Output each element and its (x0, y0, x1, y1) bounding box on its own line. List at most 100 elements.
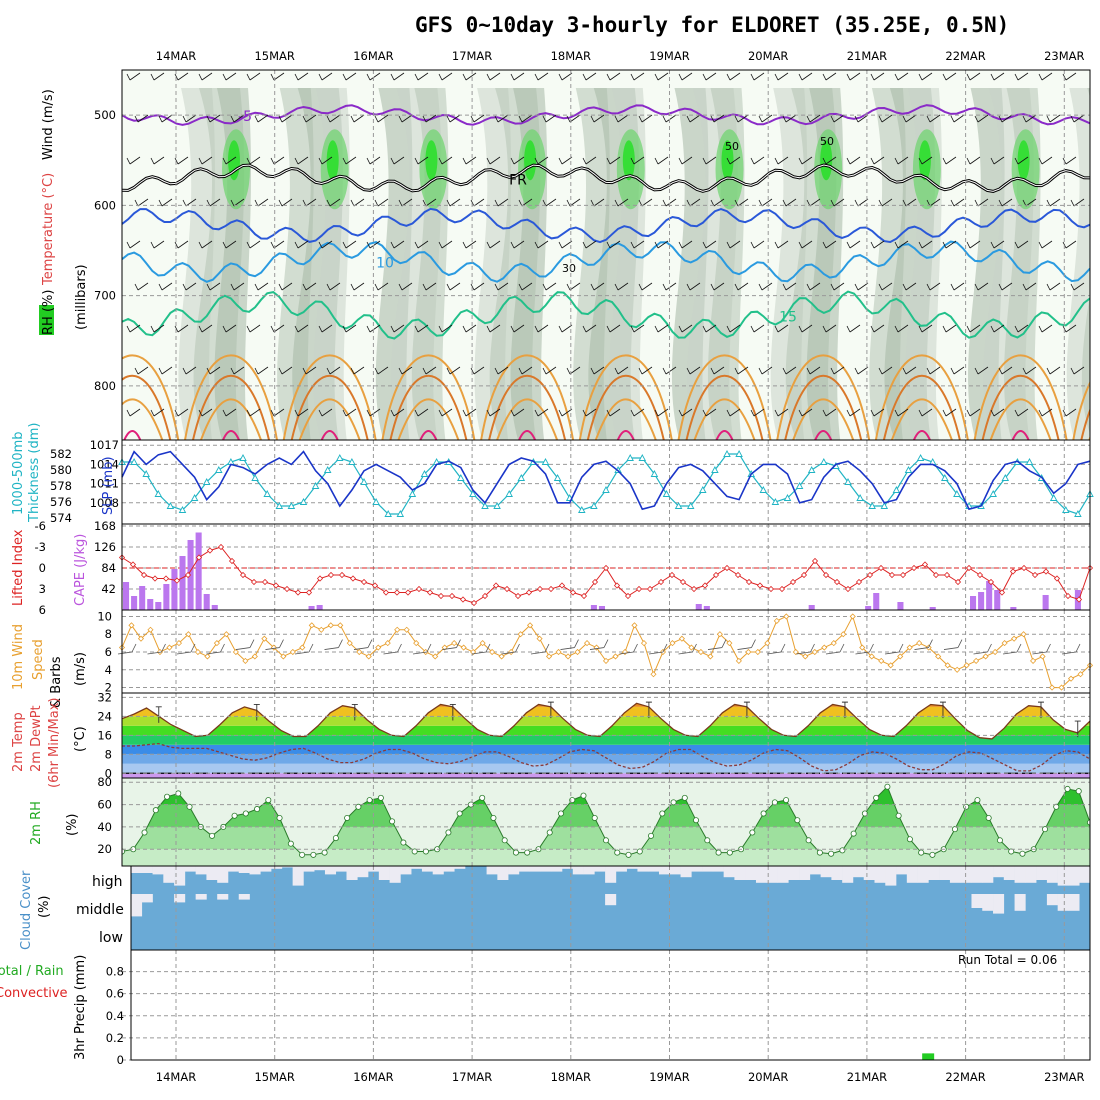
thickness-point (783, 494, 792, 501)
wind-barb (846, 408, 861, 417)
rh-point (996, 837, 1003, 844)
wind-barb (126, 408, 141, 417)
cloud-level-high: high (92, 874, 123, 890)
cloud-cell (357, 866, 369, 878)
pressure-tick: 700 (94, 289, 116, 303)
wind-barb (270, 240, 285, 249)
wind-barb (750, 408, 765, 417)
cloud-cell (1025, 866, 1037, 883)
wind-barb (1038, 156, 1053, 165)
wind-barb (494, 114, 509, 123)
wind-barb (117, 643, 137, 655)
temperature-contour-freezing-core (122, 164, 1090, 192)
wind-barb (654, 72, 669, 81)
wind-barb (134, 366, 149, 375)
cloud-level-low: low (99, 930, 123, 946)
lifted-index-point (690, 585, 698, 593)
lifted-index-point (327, 571, 335, 579)
wind-speed-point (678, 635, 685, 642)
cape-label: CAPE (J/kg) (73, 534, 88, 606)
wind-side-label: Wind (m/s) (41, 89, 56, 160)
wind-barb (702, 72, 717, 81)
wind-barb (822, 240, 837, 249)
wind-barb (894, 324, 909, 333)
wind-barb (855, 643, 874, 655)
lifted-index-point (756, 582, 764, 589)
wind-barb (534, 156, 549, 165)
rh-point (400, 839, 407, 846)
wind-barb (534, 324, 549, 333)
cloud-cell (400, 866, 412, 875)
rh-point (760, 810, 767, 817)
lifted-index-point (536, 585, 544, 593)
cloud-cell (745, 866, 757, 880)
temperature-contour-low (397, 398, 460, 440)
cloud-cell (971, 866, 983, 883)
temperature-contour-low (1072, 380, 1090, 440)
wind-speed-point (545, 653, 553, 660)
thickness-point (190, 494, 199, 501)
wind-barb (734, 282, 749, 291)
wind-tick: 2 (105, 681, 112, 695)
wind-barb (254, 114, 269, 123)
wind-barb (966, 240, 981, 249)
rh-point (456, 810, 463, 817)
wind-barb (1022, 366, 1037, 375)
max-marker (743, 701, 750, 719)
cloud-cell (723, 866, 735, 878)
wind-barb (678, 156, 693, 165)
wind-barb (710, 114, 725, 123)
rh-point (839, 847, 846, 854)
slp-tick: 1017 (90, 438, 119, 452)
cloud-cell (443, 866, 455, 872)
wind-barb (324, 639, 343, 650)
rh-shade (1081, 88, 1090, 434)
top-date-label: 17MAR (452, 49, 492, 63)
wind-barb (1070, 198, 1085, 207)
lifted-index-point (503, 585, 511, 593)
temperature-band (122, 735, 1090, 745)
top-date-label: 19MAR (649, 49, 689, 63)
wind-tick: 6 (105, 645, 112, 659)
temperature-band (122, 763, 1090, 774)
wind-barb (222, 156, 237, 165)
rh-tick: 20 (97, 842, 112, 856)
wind-barb (606, 72, 621, 81)
thickness-point (795, 482, 804, 489)
wind-speed-point (887, 662, 894, 669)
lifted-index-tick: 0 (39, 561, 46, 575)
wind-barb (582, 240, 597, 249)
rh-contour-label: 50 (725, 140, 739, 153)
wind-barb (206, 114, 221, 123)
wind-speed-point (128, 622, 135, 629)
thickness-point (166, 502, 175, 509)
temperature-contour-low (973, 354, 1068, 440)
lifted-index-point (1042, 568, 1050, 575)
cloud-cell (1014, 866, 1026, 883)
bottom-date-label: 20MAR (748, 1070, 788, 1084)
wind-speed-point (802, 653, 809, 660)
wind-barb (846, 156, 861, 165)
temperature-contour-low (989, 398, 1052, 440)
thickness-point (941, 474, 949, 481)
wind-speed-point (868, 653, 875, 660)
wind-barb (494, 198, 509, 207)
temperature-side-label: Temperature (°C) (41, 173, 56, 286)
cape-bar (970, 596, 977, 610)
wind-barb (342, 156, 357, 165)
thickness-label-2: Thickness (dm) (27, 423, 42, 523)
chart-title: GFS 0~10day 3-hourly for ELDORET (35.25E… (415, 13, 1009, 37)
wind-barb (560, 639, 579, 650)
wind-speed-point (175, 640, 183, 647)
thickness-point (759, 486, 768, 493)
wind-barb (414, 324, 429, 333)
cloud-cell (508, 866, 520, 875)
bottom-date-label: 22MAR (945, 1070, 985, 1084)
cape-bar (808, 605, 815, 610)
wind-tick: 8 (105, 627, 112, 641)
lifted-index-label: Lifted Index (11, 529, 26, 606)
cape-bar (195, 532, 202, 610)
wind-label-2: Speed (31, 639, 46, 680)
wind-barb (870, 240, 885, 249)
